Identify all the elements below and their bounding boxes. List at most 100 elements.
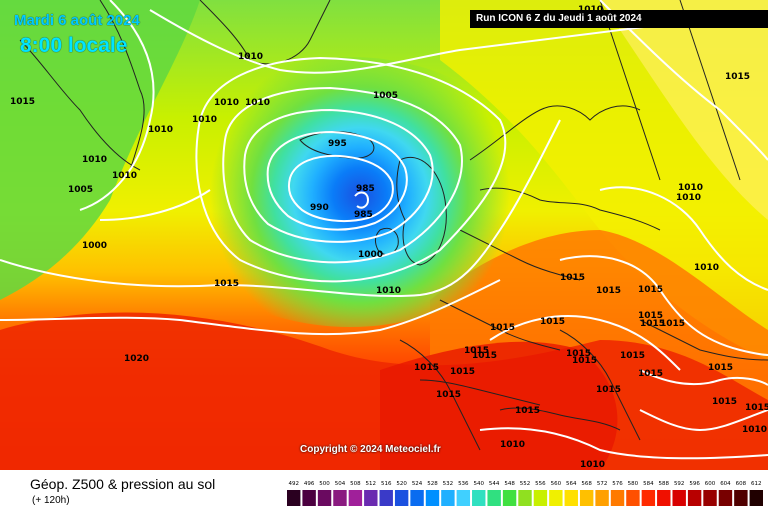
legend-swatch xyxy=(364,490,378,506)
legend-tick-label: 564 xyxy=(566,481,577,487)
legend-tick-label: 524 xyxy=(412,481,423,487)
color-legend: 492 496 500 504 508 512 516 520 524 528 532 536 540 5… xyxy=(287,481,763,506)
isobar-label: 1010 xyxy=(214,98,239,108)
isobar-label: 1010 xyxy=(376,286,401,296)
isobar-label: 1015 xyxy=(638,285,663,295)
legend-swatch xyxy=(749,490,763,506)
run-info: Run ICON 6 Z du Jeudi 1 août 2024 xyxy=(470,10,768,28)
legend-swatch xyxy=(502,490,517,506)
legend-tick-label: 532 xyxy=(443,481,454,487)
legend-tick-label: 600 xyxy=(705,481,716,487)
legend-tick-label: 560 xyxy=(551,481,562,487)
legend-swatch xyxy=(410,490,424,506)
legend-tick-label: 516 xyxy=(381,481,392,487)
isobar-label: 1015 xyxy=(712,397,737,407)
isobar-label: 1010 xyxy=(580,460,605,470)
legend-tick-label: 580 xyxy=(628,481,639,487)
legend-tick-label: 596 xyxy=(689,481,700,487)
legend-tick-label: 528 xyxy=(427,481,438,487)
legend-swatch xyxy=(672,490,686,506)
isobar-label: 1015 xyxy=(414,363,439,373)
isobar-label: 1015 xyxy=(464,346,489,356)
isobar-label: 1010 xyxy=(245,98,270,108)
isobar-label: 1015 xyxy=(472,351,497,361)
legend-tick-label: 552 xyxy=(520,481,531,487)
isobar-label: 1015 xyxy=(572,356,597,366)
weather-map: 1010 1015 1010 1010 1010 1015 1005 1010 … xyxy=(0,0,768,470)
isobar-label: 1010 xyxy=(238,52,263,62)
legend-swatch xyxy=(641,490,656,506)
isobar-label: 1015 xyxy=(450,367,475,377)
legend-tick-label: 576 xyxy=(612,481,623,487)
isobar-label: 1015 xyxy=(490,323,515,333)
legend-swatch xyxy=(425,490,440,506)
legend-tick-label: 612 xyxy=(751,481,762,487)
legend-tick-label: 512 xyxy=(366,481,377,487)
isobar-label: 1010 xyxy=(500,440,525,450)
isobar-label: 1015 xyxy=(436,390,461,400)
legend-tick-label: 536 xyxy=(458,481,469,487)
isobar-label: 1010 xyxy=(148,125,173,135)
legend-swatch xyxy=(379,490,393,506)
isobar-label: 985 xyxy=(354,210,373,220)
legend-swatch xyxy=(626,490,640,506)
isobar-label: 1015 xyxy=(560,273,585,283)
isobar-label: 1010 xyxy=(742,425,767,435)
forecast-range: (+ 120h) xyxy=(32,495,70,506)
valid-time: 8:00 locale xyxy=(20,34,128,57)
chart-title: Géop. Z500 & pression au sol xyxy=(30,476,216,492)
legend-swatch xyxy=(348,490,363,506)
isobar-label: 1010 xyxy=(112,171,137,181)
isobar-label: 990 xyxy=(310,203,329,213)
legend-tick-label: 588 xyxy=(659,481,670,487)
isobar-label: 1015 xyxy=(745,403,768,413)
isobar-label: 1010 xyxy=(82,155,107,165)
legend-tick-label: 592 xyxy=(674,481,685,487)
legend-swatch xyxy=(302,490,316,506)
valid-date: Mardi 6 août 2024 xyxy=(14,12,140,29)
legend-tick-label: 584 xyxy=(643,481,654,487)
legend-swatch xyxy=(564,490,578,506)
legend-tick-label: 508 xyxy=(350,481,361,487)
legend-tick-label: 608 xyxy=(736,481,747,487)
isobar-label: 1015 xyxy=(725,72,750,82)
pale-zone-far-northeast xyxy=(600,0,768,220)
isobar-label: 1000 xyxy=(358,250,383,260)
legend-tick-label: 548 xyxy=(504,481,515,487)
legend-tick-label: 568 xyxy=(581,481,592,487)
legend-swatch xyxy=(610,490,625,506)
isobar-label: 1005 xyxy=(68,185,93,195)
legend-swatch xyxy=(734,490,748,506)
isobar-label: 1015 xyxy=(640,319,665,329)
legend-swatch xyxy=(579,490,594,506)
isobar-label: 1015 xyxy=(515,406,540,416)
isobar-label: 1015 xyxy=(660,319,685,329)
isobar-label: 995 xyxy=(328,139,347,149)
legend-swatch xyxy=(317,490,332,506)
legend-tick-label: 544 xyxy=(489,481,500,487)
legend-swatch xyxy=(456,490,471,506)
legend-tick-label: 604 xyxy=(720,481,731,487)
isobar-label: 985 xyxy=(356,184,375,194)
isobar-label: 1015 xyxy=(10,97,35,107)
isobar-label: 1010 xyxy=(694,263,719,273)
legend-tick-label: 492 xyxy=(288,481,299,487)
isobar-label: 1015 xyxy=(566,349,591,359)
isobar-label: 1015 xyxy=(708,363,733,373)
legend-swatch xyxy=(441,490,455,506)
legend-swatch xyxy=(533,490,548,506)
isobar-labels: 1010 1015 1010 1010 1010 1015 1005 1010 … xyxy=(10,5,768,470)
legend-swatch xyxy=(657,490,671,506)
isobar-label: 1015 xyxy=(540,317,565,327)
legend-swatch xyxy=(518,490,532,506)
legend-swatch xyxy=(333,490,347,506)
low-pressure-core xyxy=(160,57,540,327)
legend-tick-label: 572 xyxy=(597,481,608,487)
legend-swatch xyxy=(595,490,609,506)
isobar-label: 1015 xyxy=(638,369,663,379)
copyright-notice: Copyright © 2024 Meteociel.fr xyxy=(300,444,441,455)
legend-swatch xyxy=(472,490,486,506)
isobars xyxy=(0,0,768,458)
isobar-label: 1015 xyxy=(620,351,645,361)
legend-swatch xyxy=(703,490,717,506)
